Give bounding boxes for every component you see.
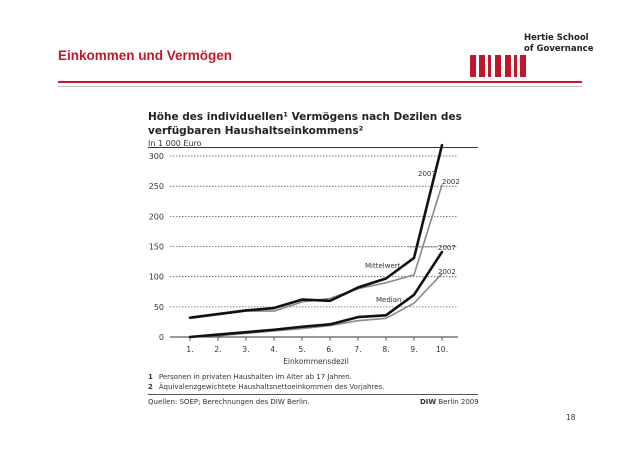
label-mean-2002: 2002 [442, 178, 460, 186]
x-tick-label: 10. [436, 345, 448, 354]
y-tick-label: 50 [154, 303, 164, 312]
x-axis-label: Einkommensdezil [283, 357, 349, 366]
page-number: 18 [566, 413, 576, 422]
source-note: Quellen: SOEP; Berechnungen des DIW Berl… [148, 398, 310, 406]
x-tick-label: 1. [186, 345, 193, 354]
y-tick-label: 150 [149, 243, 164, 252]
x-tick-label: 6. [326, 345, 333, 354]
source-rule [148, 394, 478, 395]
x-tick-label: 2. [214, 345, 221, 354]
x-tick-label: 5. [298, 345, 305, 354]
logo-text: Hertie School of Governance [524, 33, 634, 55]
footnote-2-number: 2 [148, 383, 153, 391]
page-title: Einkommen und Vermögen [58, 48, 233, 63]
x-tick-label: 7. [354, 345, 361, 354]
label-median-2007: 2007 [438, 244, 456, 252]
hertie-logo-icon [470, 55, 526, 77]
series-line-2 [188, 250, 444, 339]
header-subrule [58, 86, 582, 87]
y-tick-label: 200 [149, 212, 164, 221]
chart-title-line-1: Höhe des individuellen¹ Vermögens nach D… [148, 111, 462, 123]
chart-subtitle: In 1 000 Euro [148, 139, 202, 148]
credit: DIW Berlin 2009 [420, 398, 479, 406]
footnote-1-number: 1 [148, 373, 153, 381]
y-tick-label: 300 [149, 152, 164, 161]
chart-title: Höhe des individuellen¹ Vermögens nach D… [148, 110, 462, 138]
credit-rest: Berlin 2009 [436, 398, 479, 406]
label-median-2002: 2002 [438, 268, 456, 276]
x-tick-label: 9. [410, 345, 417, 354]
footnote-2: 2 Äquivalenzgewichtete Haushaltsnettoeink… [148, 383, 384, 391]
series-line-1 [189, 184, 443, 320]
footnote-1: 1 Personen in privaten Haushalten im Alte… [148, 373, 352, 381]
y-tick-label: 100 [149, 273, 164, 282]
logo-line-2: of Governance [524, 44, 594, 54]
y-tick-label: 250 [149, 182, 164, 191]
label-mean-2007: 2007 [418, 170, 436, 178]
series-line-0 [188, 143, 444, 319]
logo-line-1: Hertie School [524, 33, 589, 43]
x-tick-label: 4. [270, 345, 277, 354]
footnote-1-text: Personen in privaten Haushalten im Alter… [158, 373, 352, 381]
series-line-3 [189, 272, 443, 338]
footnote-2-text: Äquivalenzgewichtete Haushaltsnettoeinko… [158, 383, 385, 391]
x-tick-label: 3. [242, 345, 249, 354]
chart-title-line-2: verfügbaren Haushaltseinkommens² [148, 125, 364, 137]
credit-bold: DIW [420, 398, 437, 406]
x-tick-label: 8. [382, 345, 389, 354]
label-mittelwert: Mittelwert [365, 262, 401, 270]
header-rule [58, 81, 582, 83]
chart-top-rule [148, 147, 478, 148]
label-median: Median [376, 296, 401, 304]
y-tick-label: 0 [159, 333, 164, 342]
